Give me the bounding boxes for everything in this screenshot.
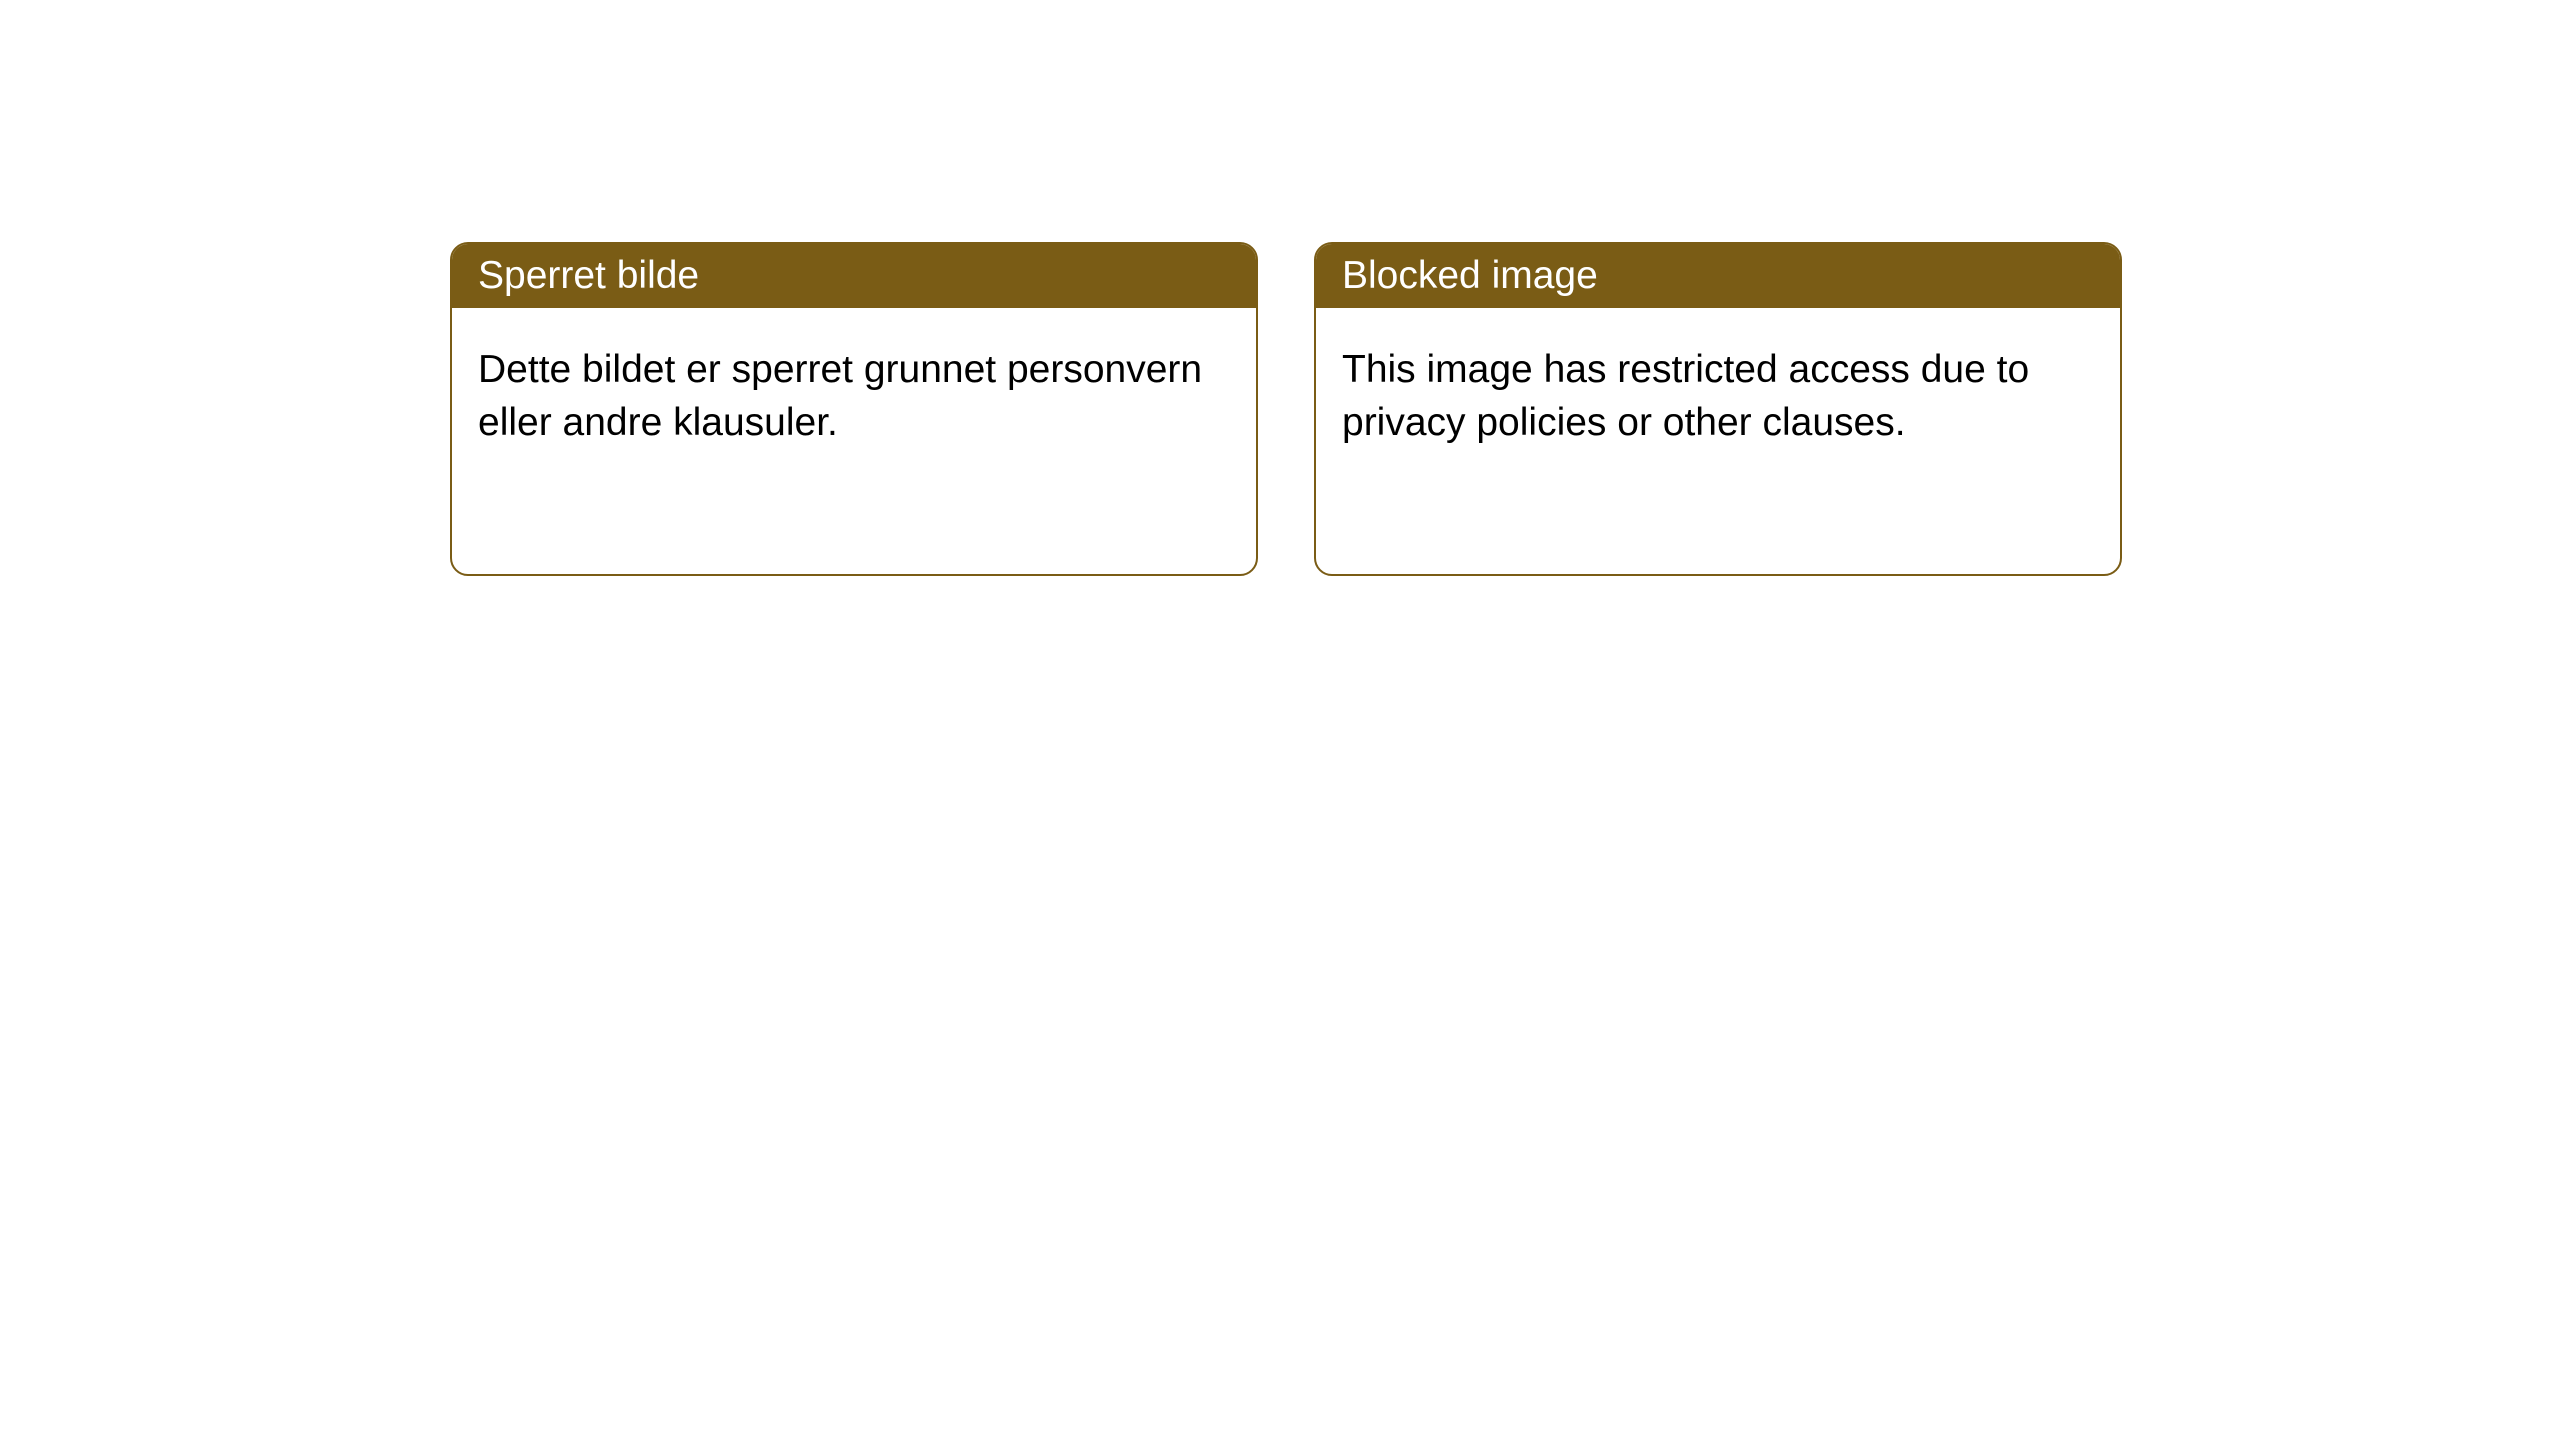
card-body: Dette bildet er sperret grunnet personve… — [452, 308, 1256, 485]
card-title: Blocked image — [1342, 254, 1598, 297]
card-header: Blocked image — [1316, 244, 2120, 308]
blocked-image-card-en: Blocked image This image has restricted … — [1314, 242, 2122, 576]
blocked-image-card-no: Sperret bilde Dette bildet er sperret gr… — [450, 242, 1258, 576]
card-body: This image has restricted access due to … — [1316, 308, 2120, 485]
notice-container: Sperret bilde Dette bildet er sperret gr… — [0, 0, 2560, 576]
card-title: Sperret bilde — [478, 254, 699, 297]
card-header: Sperret bilde — [452, 244, 1256, 308]
card-body-text: Dette bildet er sperret grunnet personve… — [478, 348, 1202, 444]
card-body-text: This image has restricted access due to … — [1342, 348, 2029, 444]
